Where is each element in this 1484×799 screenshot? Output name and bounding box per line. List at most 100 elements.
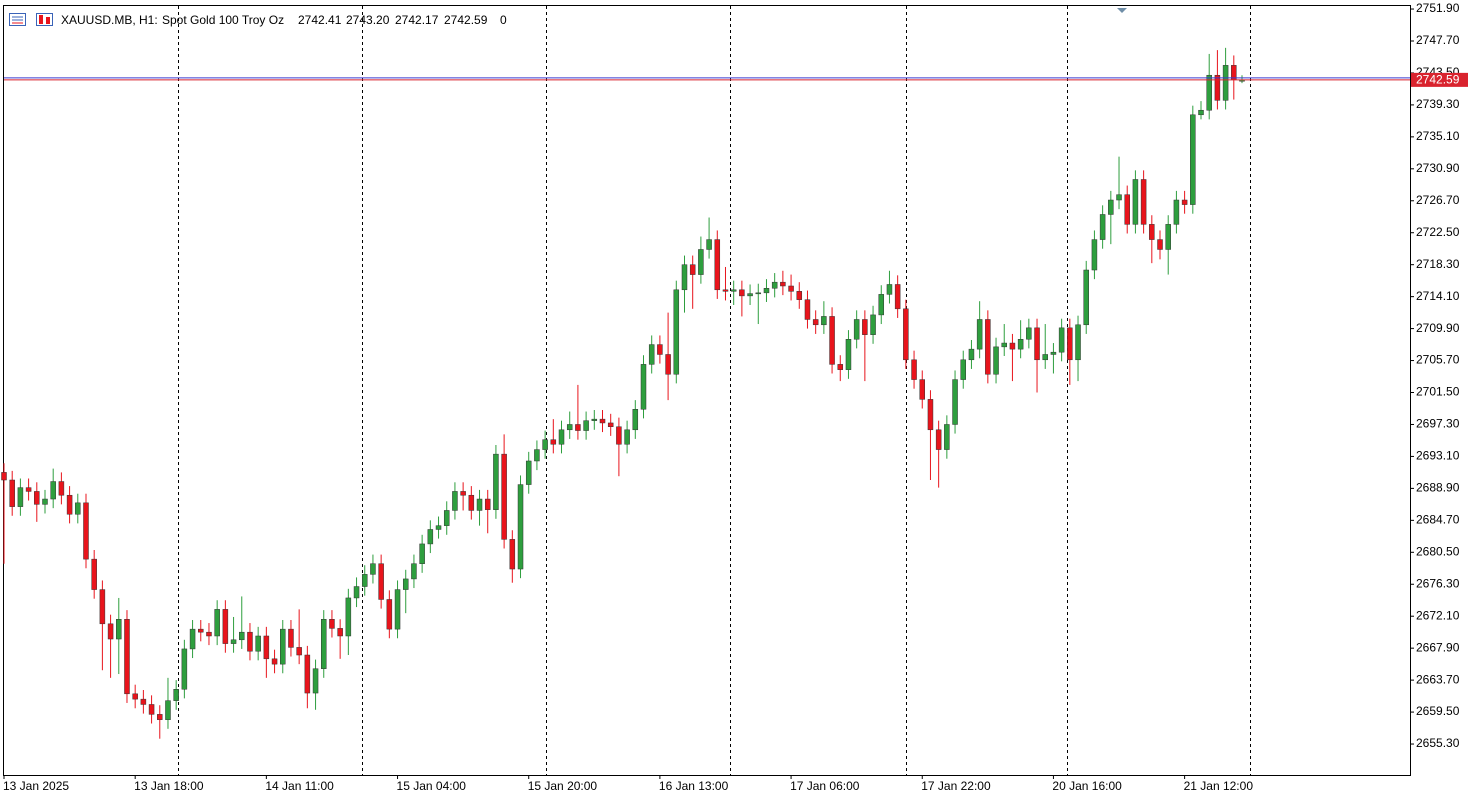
y-tick-label: 2714.10 <box>1416 289 1460 303</box>
y-tick-label: 2701.50 <box>1416 385 1460 399</box>
day-separators <box>178 6 1251 775</box>
candle-body <box>509 539 516 570</box>
y-tick-label: 2655.30 <box>1416 736 1460 750</box>
candle-body <box>853 319 860 340</box>
candle-body <box>821 316 827 326</box>
candle-body <box>1214 74 1221 101</box>
candle-body <box>730 289 737 292</box>
y-tick-label: 2747.70 <box>1416 33 1460 47</box>
candle-body <box>58 481 65 496</box>
candle-body <box>402 578 409 590</box>
x-tick-label: 15 Jan 04:00 <box>397 779 467 793</box>
candle-body <box>198 628 204 633</box>
y-tick-label: 2688.90 <box>1416 481 1460 495</box>
y-tick-label: 2705.70 <box>1416 353 1460 367</box>
candle-body <box>304 654 311 694</box>
candle-body <box>468 494 475 511</box>
candle-body <box>952 379 958 425</box>
candle-body <box>542 439 548 450</box>
candle-body <box>1067 327 1073 361</box>
candles <box>1 47 1245 739</box>
candle-body <box>353 586 360 599</box>
candle-body <box>927 399 934 431</box>
shift-marker[interactable] <box>1117 8 1127 13</box>
candle-body <box>886 284 893 295</box>
candle-body <box>107 623 114 640</box>
candle-body <box>1001 342 1007 348</box>
header-icons <box>9 13 53 26</box>
header-low: 2742.17 <box>395 13 439 27</box>
header-symbol: XAUUSD.MB, H1: <box>61 13 158 27</box>
candle-body <box>1091 239 1098 271</box>
candle-body <box>632 409 639 431</box>
candle-body <box>755 292 762 295</box>
candle-body <box>271 658 278 665</box>
chart-icon[interactable] <box>36 13 53 26</box>
candle-body <box>722 289 729 292</box>
y-tick-label: 2718.30 <box>1416 257 1460 271</box>
candle-body <box>976 319 983 350</box>
header-description: Spot Gold 100 Troy Oz <box>162 13 284 27</box>
candle-body <box>566 424 573 431</box>
candle-body <box>206 631 212 637</box>
price-tag-label: 2742.59 <box>1416 73 1460 87</box>
candle-body <box>689 264 696 275</box>
candle-body <box>460 491 466 496</box>
candle-body <box>1075 324 1081 361</box>
candle-body <box>960 359 966 380</box>
candle-body <box>296 647 302 656</box>
candle-body <box>665 354 671 375</box>
candle-body <box>181 648 188 690</box>
y-tick-label: 2722.50 <box>1416 225 1460 239</box>
candle-body <box>1157 239 1163 250</box>
candle-body <box>427 529 434 545</box>
candle-body <box>173 689 179 701</box>
candle-body <box>1058 327 1065 353</box>
candle-body <box>878 294 885 316</box>
candle-body <box>681 264 688 291</box>
candle-body <box>763 288 770 294</box>
plot-frame <box>3 5 1411 776</box>
candle-body <box>1 472 7 481</box>
candle-body <box>140 698 147 705</box>
candle-body <box>378 563 384 600</box>
candle-body <box>91 558 97 590</box>
y-tick-label: 2709.90 <box>1416 321 1460 335</box>
candle-body <box>771 281 778 289</box>
header-close: 2742.59 <box>444 13 488 27</box>
candle-body <box>1083 269 1089 326</box>
candle-body <box>345 597 352 637</box>
x-tick-label: 17 Jan 22:00 <box>921 779 991 793</box>
candle-body <box>124 619 130 695</box>
candle-body <box>1132 179 1139 225</box>
candle-body <box>435 525 442 530</box>
candle-body <box>747 293 753 297</box>
candle-body <box>944 424 950 450</box>
candle-body <box>239 631 245 641</box>
candle-body <box>558 429 565 445</box>
candle-body <box>1026 327 1032 340</box>
candle-body <box>706 239 712 250</box>
candle-body <box>255 635 261 652</box>
candle-body <box>829 316 835 365</box>
header-high: 2743.20 <box>346 13 390 27</box>
candle-body <box>165 700 171 720</box>
candle-body <box>394 589 401 630</box>
candle-body <box>919 379 926 400</box>
candle-body <box>34 491 40 505</box>
candle-body <box>1034 327 1040 361</box>
candle-body <box>17 487 24 507</box>
candle-body <box>968 348 975 361</box>
candle-body <box>1009 342 1016 350</box>
candle-body <box>788 285 794 292</box>
y-tick-label: 2730.90 <box>1416 161 1460 175</box>
candle-body <box>911 359 917 380</box>
candle-body <box>9 479 15 507</box>
candle-body <box>1149 224 1155 240</box>
candle-body <box>591 418 598 421</box>
y-tick-label: 2751.90 <box>1416 1 1460 15</box>
candle-body <box>132 693 138 700</box>
candle-body <box>714 239 721 291</box>
candle-body <box>370 563 376 575</box>
candle-body <box>862 319 868 335</box>
